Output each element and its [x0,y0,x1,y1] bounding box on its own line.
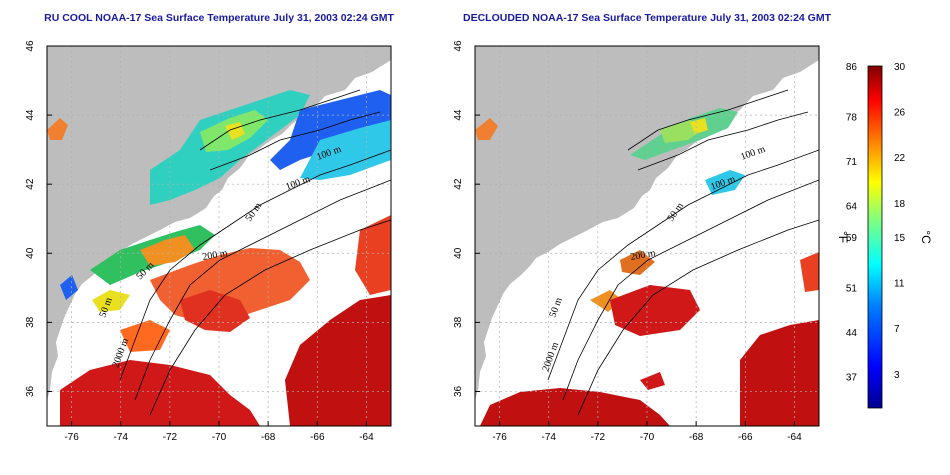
right-grid [475,46,819,426]
right-map-title: DECLOUDED NOAA-17 Sea Surface Temperatur… [463,12,832,24]
x-tick-label: -68 [689,432,704,443]
fahrenheit-tick-label: 37 [846,372,858,383]
right-map-panel: DECLOUDED NOAA-17 Sea Surface Temperatur… [453,12,832,443]
y-tick-label: 38 [453,316,464,328]
x-tick-label: -76 [64,432,79,443]
y-tick-label: 44 [453,109,464,121]
y-tick-label: 38 [25,316,36,328]
sst-field [47,90,391,426]
colorbar-celsius-ticks: 30 26 22 18 15 11 7 3 [894,62,906,381]
left-map-title: RU COOL NOAA-17 Sea Surface Temperature … [44,12,394,24]
contour-label: 200 m [630,248,657,263]
celsius-tick-label: 18 [894,199,906,210]
x-tick-label: -66 [310,432,325,443]
fahrenheit-tick-label: 64 [846,201,858,212]
celsius-tick-label: 3 [894,370,900,381]
x-tick-label: -68 [261,432,276,443]
land-mass [475,46,819,400]
fahrenheit-tick-label: 78 [846,113,858,124]
colorbar-fahrenheit-ticks: 86 78 71 64 59 51 44 37 [846,62,858,383]
right-x-axis: -76 -74 -72 -70 -68 -66 -64 [492,421,802,443]
contour-label: 200 m [202,248,229,263]
y-tick-label: 36 [453,385,464,397]
sst-field [475,108,819,426]
x-tick-label: -64 [787,432,802,443]
colorbar-gradient [867,65,883,409]
celsius-tick-label: 7 [894,324,900,335]
y-tick-label: 42 [25,178,36,190]
fahrenheit-tick-label: 51 [846,284,858,295]
celsius-tick-label: 15 [894,233,906,244]
colorbar: 86 78 71 64 59 51 44 37 30 26 22 18 15 11 7 3 °F °C [836,62,933,409]
x-tick-label: -76 [492,432,507,443]
land-mass [47,46,391,400]
celsius-tick-label: 22 [894,153,906,164]
fahrenheit-tick-label: 59 [846,233,858,244]
y-tick-label: 42 [453,178,464,190]
fahrenheit-unit-label: °F [836,231,850,243]
fahrenheit-tick-label: 86 [846,62,858,73]
x-tick-label: -70 [640,432,655,443]
left-grid [47,46,391,426]
celsius-tick-label: 26 [894,108,906,119]
y-tick-label: 46 [453,40,464,52]
x-tick-label: -74 [113,432,128,443]
y-tick-label: 44 [25,109,36,121]
left-map-panel: RU COOL NOAA-17 Sea Surface Temperature … [25,12,394,443]
x-tick-label: -70 [212,432,227,443]
x-tick-label: -64 [359,432,374,443]
x-tick-label: -72 [591,432,606,443]
celsius-unit-label: °C [919,230,933,244]
celsius-tick-label: 30 [894,62,906,73]
right-y-axis: 46 44 42 40 38 36 [453,40,480,397]
y-tick-label: 46 [25,40,36,52]
y-tick-label: 36 [25,385,36,397]
bathymetry-contours [119,89,391,416]
celsius-tick-label: 11 [894,279,905,290]
y-tick-label: 40 [453,247,464,259]
left-y-axis: 46 44 42 40 38 36 [25,40,52,397]
x-tick-label: -74 [541,432,556,443]
bathymetry-contours [547,89,819,416]
x-tick-label: -66 [738,432,753,443]
left-x-axis: -76 -74 -72 -70 -68 -66 -64 [64,421,374,443]
y-tick-label: 40 [25,247,36,259]
fahrenheit-tick-label: 44 [846,328,858,339]
fahrenheit-tick-label: 71 [846,157,858,168]
x-tick-label: -72 [163,432,178,443]
